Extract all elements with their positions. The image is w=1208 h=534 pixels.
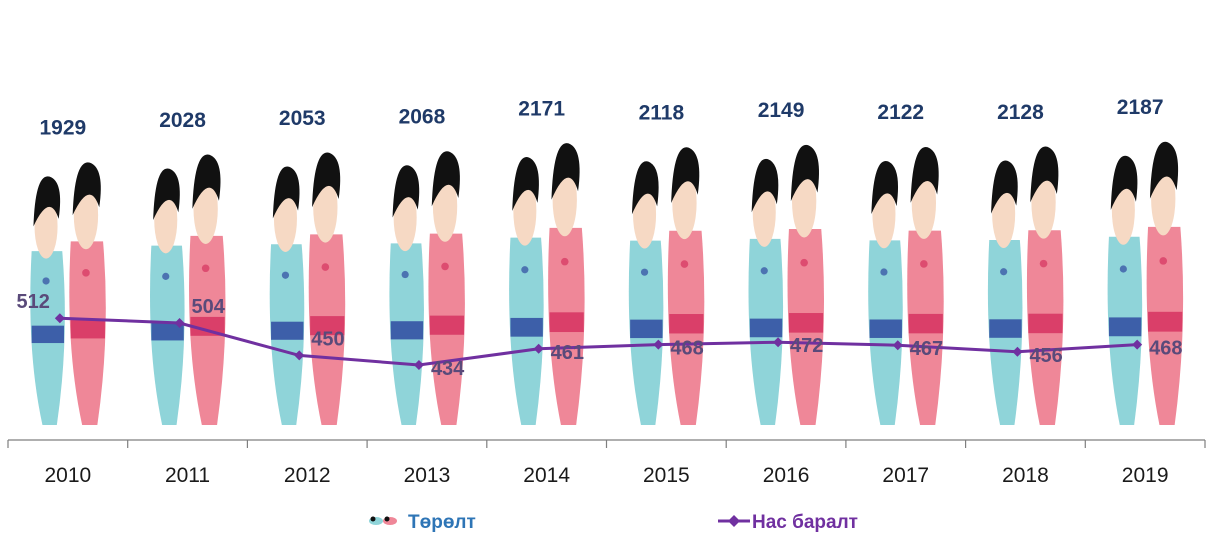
deaths-value-label: 512 [16,291,49,313]
deaths-line-layer: 512 504 450 434 461 468 472 467 456 468 [16,291,1182,380]
legend-births-icon [369,516,397,525]
deaths-value-label: 450 [311,328,344,350]
births-bar-2016: 2149 [748,99,825,425]
x-tick-label: 2010 [44,464,91,487]
x-tick-label: 2012 [284,464,331,487]
births-bar-2013: 2068 [389,106,465,425]
births-value-label: 2171 [518,97,565,120]
births-value-label: 2149 [758,99,805,122]
x-tick-label: 2018 [1002,464,1049,487]
legend-deaths-label: Нас баралт [752,512,858,533]
x-tick-label: 2015 [643,464,690,487]
deaths-point [773,337,784,348]
x-axis: 2010 2011 2012 2013 2014 2015 2016 2017 2018 2019 [7,439,1206,487]
births-value-label: 2118 [639,102,685,125]
births-bar-2019: 2187 [1107,96,1184,425]
births-bar-2015: 2118 [628,102,705,425]
births-value-label: 2122 [877,101,924,124]
deaths-point [54,313,65,324]
deaths-value-label: 472 [790,335,823,357]
x-tick-label: 2017 [882,464,929,487]
deaths-point [294,350,305,361]
x-tick-label: 2019 [1122,464,1169,487]
deaths-point [174,318,185,328]
deaths-value-label: 467 [910,338,943,360]
deaths-value-label: 434 [431,358,465,380]
births-bar-2017: 2122 [868,101,944,425]
pictogram-bars: 1929 2028 2053 2068 2171 2118 2149 2122 2128 2187 [30,96,1184,425]
deaths-line [59,316,1138,367]
births-bar-2014: 2171 [509,97,585,425]
deaths-point [1012,346,1023,357]
x-tick-label: 2011 [165,464,210,487]
deaths-value-label: 468 [670,338,703,360]
legend-deaths-icon [718,515,750,527]
deaths-point [892,340,903,351]
x-tick-label: 2013 [404,464,451,487]
births-value-label: 1929 [39,117,86,140]
deaths-point [653,339,664,350]
births-value-label: 2028 [159,109,206,132]
x-tick-label: 2016 [763,464,810,487]
births-value-label: 2187 [1117,96,1164,119]
births-bar-2012: 2053 [269,107,346,425]
births-bar-2010: 1929 [30,117,106,425]
births-bar-2018: 2128 [987,101,1064,425]
deaths-point [1132,339,1143,350]
deaths-value-label: 468 [1149,338,1182,360]
births-value-label: 2128 [997,101,1044,124]
deaths-value-label: 461 [551,342,584,364]
births-value-label: 2053 [279,107,326,130]
legend: Төрөлт Нас баралт [369,512,858,533]
births-value-label: 2068 [399,106,446,129]
deaths-point [533,343,544,354]
x-tick-label: 2014 [523,464,570,487]
deaths-value-label: 456 [1029,345,1062,367]
deaths-value-label: 504 [192,296,226,318]
legend-births-label: Төрөлт [408,512,476,533]
deaths-point [413,360,424,370]
births-bar-2011: 2028 [150,109,226,425]
